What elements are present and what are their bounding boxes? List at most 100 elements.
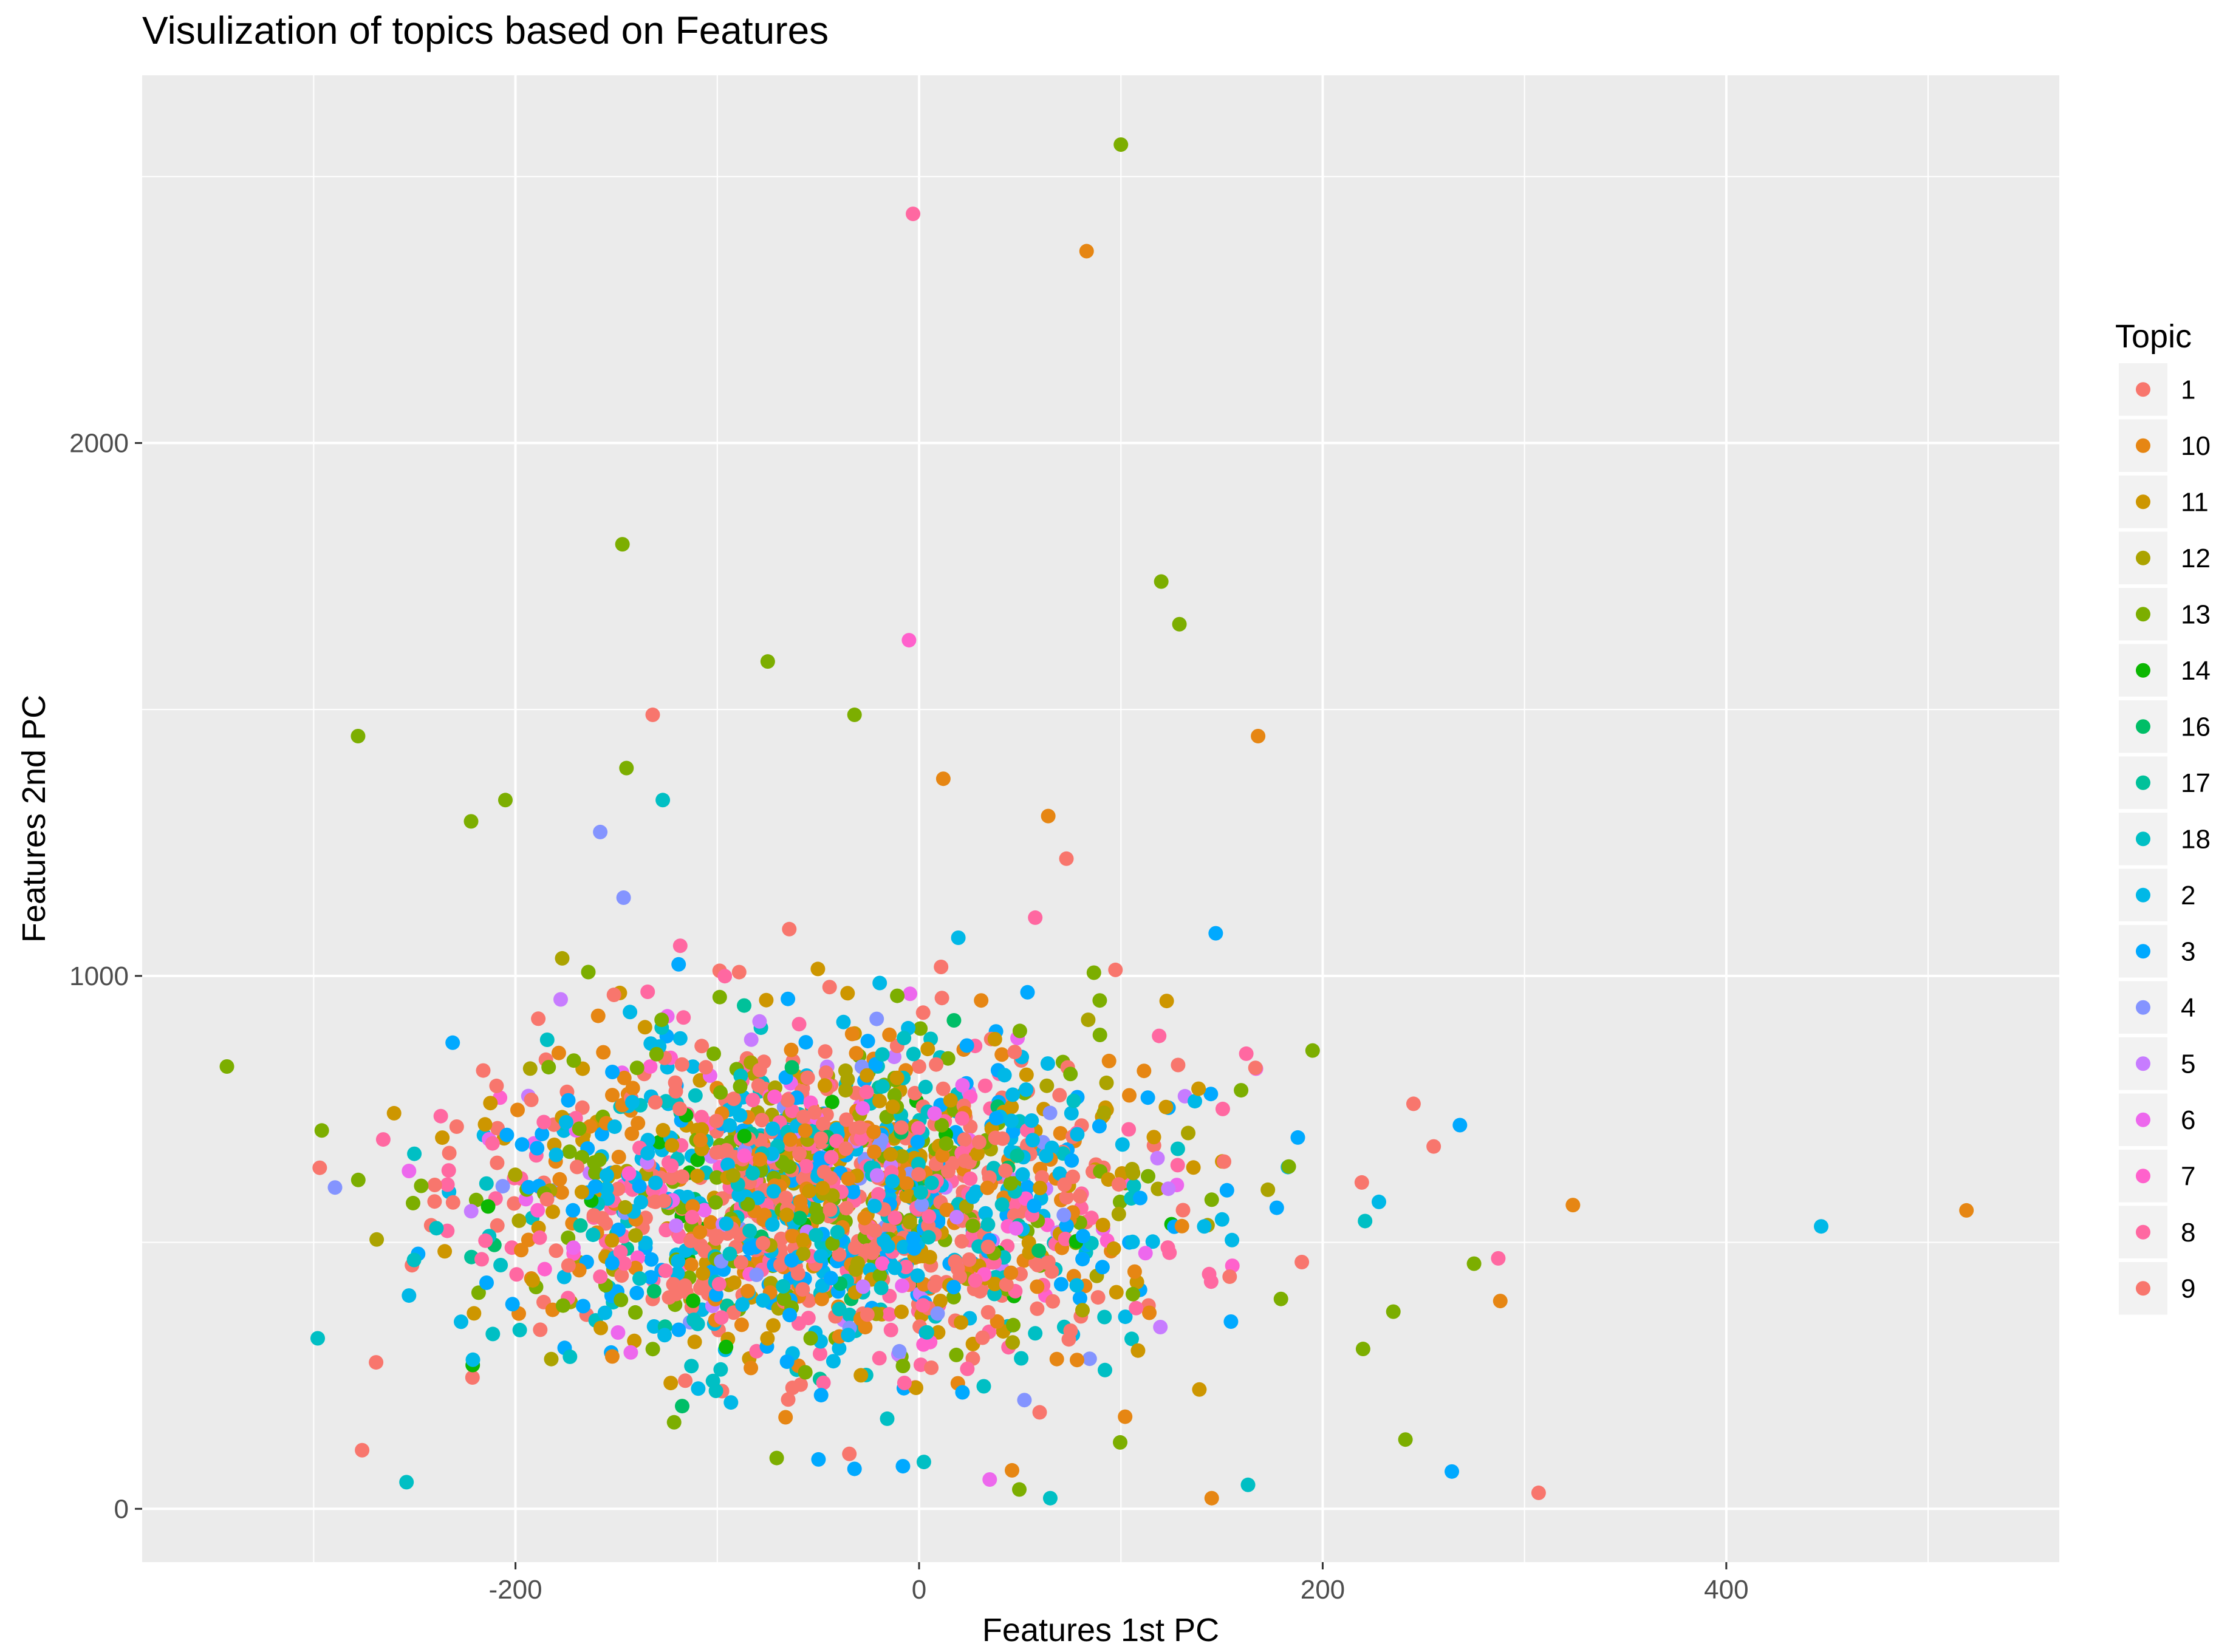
data-point bbox=[485, 1326, 501, 1342]
data-point bbox=[1028, 1326, 1043, 1341]
data-point bbox=[778, 1190, 793, 1206]
legend-swatch bbox=[2136, 1224, 2150, 1240]
data-point bbox=[493, 1258, 508, 1272]
data-point bbox=[957, 1132, 972, 1147]
data-point bbox=[826, 1354, 841, 1369]
data-point bbox=[866, 1124, 881, 1139]
data-point bbox=[749, 1267, 764, 1282]
data-point bbox=[664, 1158, 679, 1173]
data-point bbox=[694, 1122, 710, 1137]
data-point bbox=[924, 1175, 939, 1190]
data-point bbox=[796, 1246, 811, 1261]
data-point bbox=[1142, 1305, 1157, 1320]
data-point bbox=[1059, 851, 1074, 866]
data-point bbox=[1109, 1285, 1124, 1300]
data-point bbox=[698, 1060, 713, 1075]
data-point bbox=[1565, 1198, 1581, 1213]
data-point bbox=[449, 1119, 464, 1134]
data-point bbox=[860, 1307, 875, 1322]
data-point bbox=[351, 729, 366, 743]
data-point bbox=[1052, 1088, 1067, 1103]
data-point bbox=[1125, 1234, 1140, 1249]
data-point bbox=[1017, 1393, 1032, 1408]
data-point bbox=[685, 1199, 700, 1214]
data-point bbox=[987, 1277, 1002, 1292]
data-point bbox=[694, 1039, 710, 1054]
data-point bbox=[890, 988, 905, 1003]
data-point bbox=[1217, 1154, 1231, 1169]
data-point bbox=[615, 537, 630, 552]
legend-label: 16 bbox=[2181, 712, 2211, 742]
data-point bbox=[846, 1184, 861, 1200]
data-point bbox=[855, 1101, 870, 1116]
data-point bbox=[614, 1292, 629, 1308]
data-point bbox=[1010, 1148, 1025, 1163]
data-point bbox=[1012, 1482, 1027, 1497]
data-point bbox=[844, 1026, 860, 1042]
data-point bbox=[562, 1144, 577, 1159]
data-point bbox=[765, 1121, 781, 1136]
data-point bbox=[312, 1160, 327, 1175]
data-point bbox=[798, 1365, 813, 1380]
data-point bbox=[632, 1271, 647, 1286]
data-point bbox=[959, 1038, 974, 1053]
data-point bbox=[532, 1230, 547, 1245]
legend-swatch bbox=[2136, 719, 2150, 734]
data-point bbox=[1161, 1181, 1176, 1196]
data-point bbox=[1203, 1274, 1219, 1289]
data-point bbox=[939, 1136, 954, 1151]
legend-swatch bbox=[2136, 944, 2150, 959]
legend: Topic 1 10 11 12 13 14 16 17 18 2 3 4 5 6 7 8 9 bbox=[2115, 318, 2211, 1315]
data-point bbox=[515, 1137, 530, 1152]
data-point bbox=[1015, 1167, 1030, 1182]
data-point bbox=[617, 1256, 632, 1271]
data-point bbox=[575, 1100, 590, 1115]
data-point bbox=[1075, 1229, 1090, 1244]
data-point bbox=[407, 1146, 422, 1161]
data-point bbox=[859, 1085, 874, 1100]
data-point bbox=[1007, 1045, 1022, 1060]
data-point bbox=[1150, 1150, 1165, 1166]
data-point bbox=[598, 1216, 614, 1231]
data-point bbox=[906, 1241, 922, 1256]
data-point bbox=[646, 1283, 662, 1299]
data-point bbox=[596, 1045, 611, 1060]
data-point bbox=[781, 1392, 796, 1407]
y-axis-title: Features 2nd PC bbox=[16, 695, 52, 943]
data-point bbox=[658, 1094, 674, 1109]
data-point bbox=[711, 1277, 727, 1292]
data-point bbox=[514, 1243, 528, 1258]
data-point bbox=[978, 1206, 993, 1221]
legend-label: 9 bbox=[2181, 1274, 2195, 1303]
data-point bbox=[1039, 1078, 1055, 1093]
data-point bbox=[691, 1381, 706, 1396]
data-point bbox=[1225, 1258, 1240, 1274]
data-point bbox=[853, 1368, 869, 1383]
x-tick-label: -200 bbox=[489, 1575, 542, 1605]
data-point bbox=[637, 1020, 652, 1035]
data-point bbox=[570, 1159, 584, 1175]
data-point bbox=[1032, 1405, 1047, 1420]
data-point bbox=[1079, 244, 1094, 259]
data-point bbox=[386, 1105, 402, 1121]
data-point bbox=[869, 1168, 884, 1183]
legend-swatch bbox=[2136, 1169, 2150, 1184]
data-point bbox=[590, 1008, 606, 1023]
data-point bbox=[916, 1455, 931, 1470]
data-point bbox=[665, 1138, 680, 1153]
data-point bbox=[930, 1306, 945, 1321]
data-point bbox=[908, 1085, 922, 1101]
data-point bbox=[949, 1347, 964, 1362]
legend-label: 5 bbox=[2181, 1049, 2195, 1079]
data-point bbox=[522, 1061, 538, 1076]
data-point bbox=[895, 1359, 911, 1373]
data-point bbox=[463, 814, 479, 829]
data-point bbox=[1070, 1353, 1084, 1368]
data-point bbox=[672, 938, 688, 954]
data-point bbox=[1024, 1113, 1039, 1128]
data-point bbox=[948, 1254, 963, 1269]
legend-swatch bbox=[2136, 887, 2150, 903]
data-point bbox=[776, 1278, 791, 1294]
data-point bbox=[1426, 1139, 1441, 1154]
data-point bbox=[849, 1046, 864, 1061]
